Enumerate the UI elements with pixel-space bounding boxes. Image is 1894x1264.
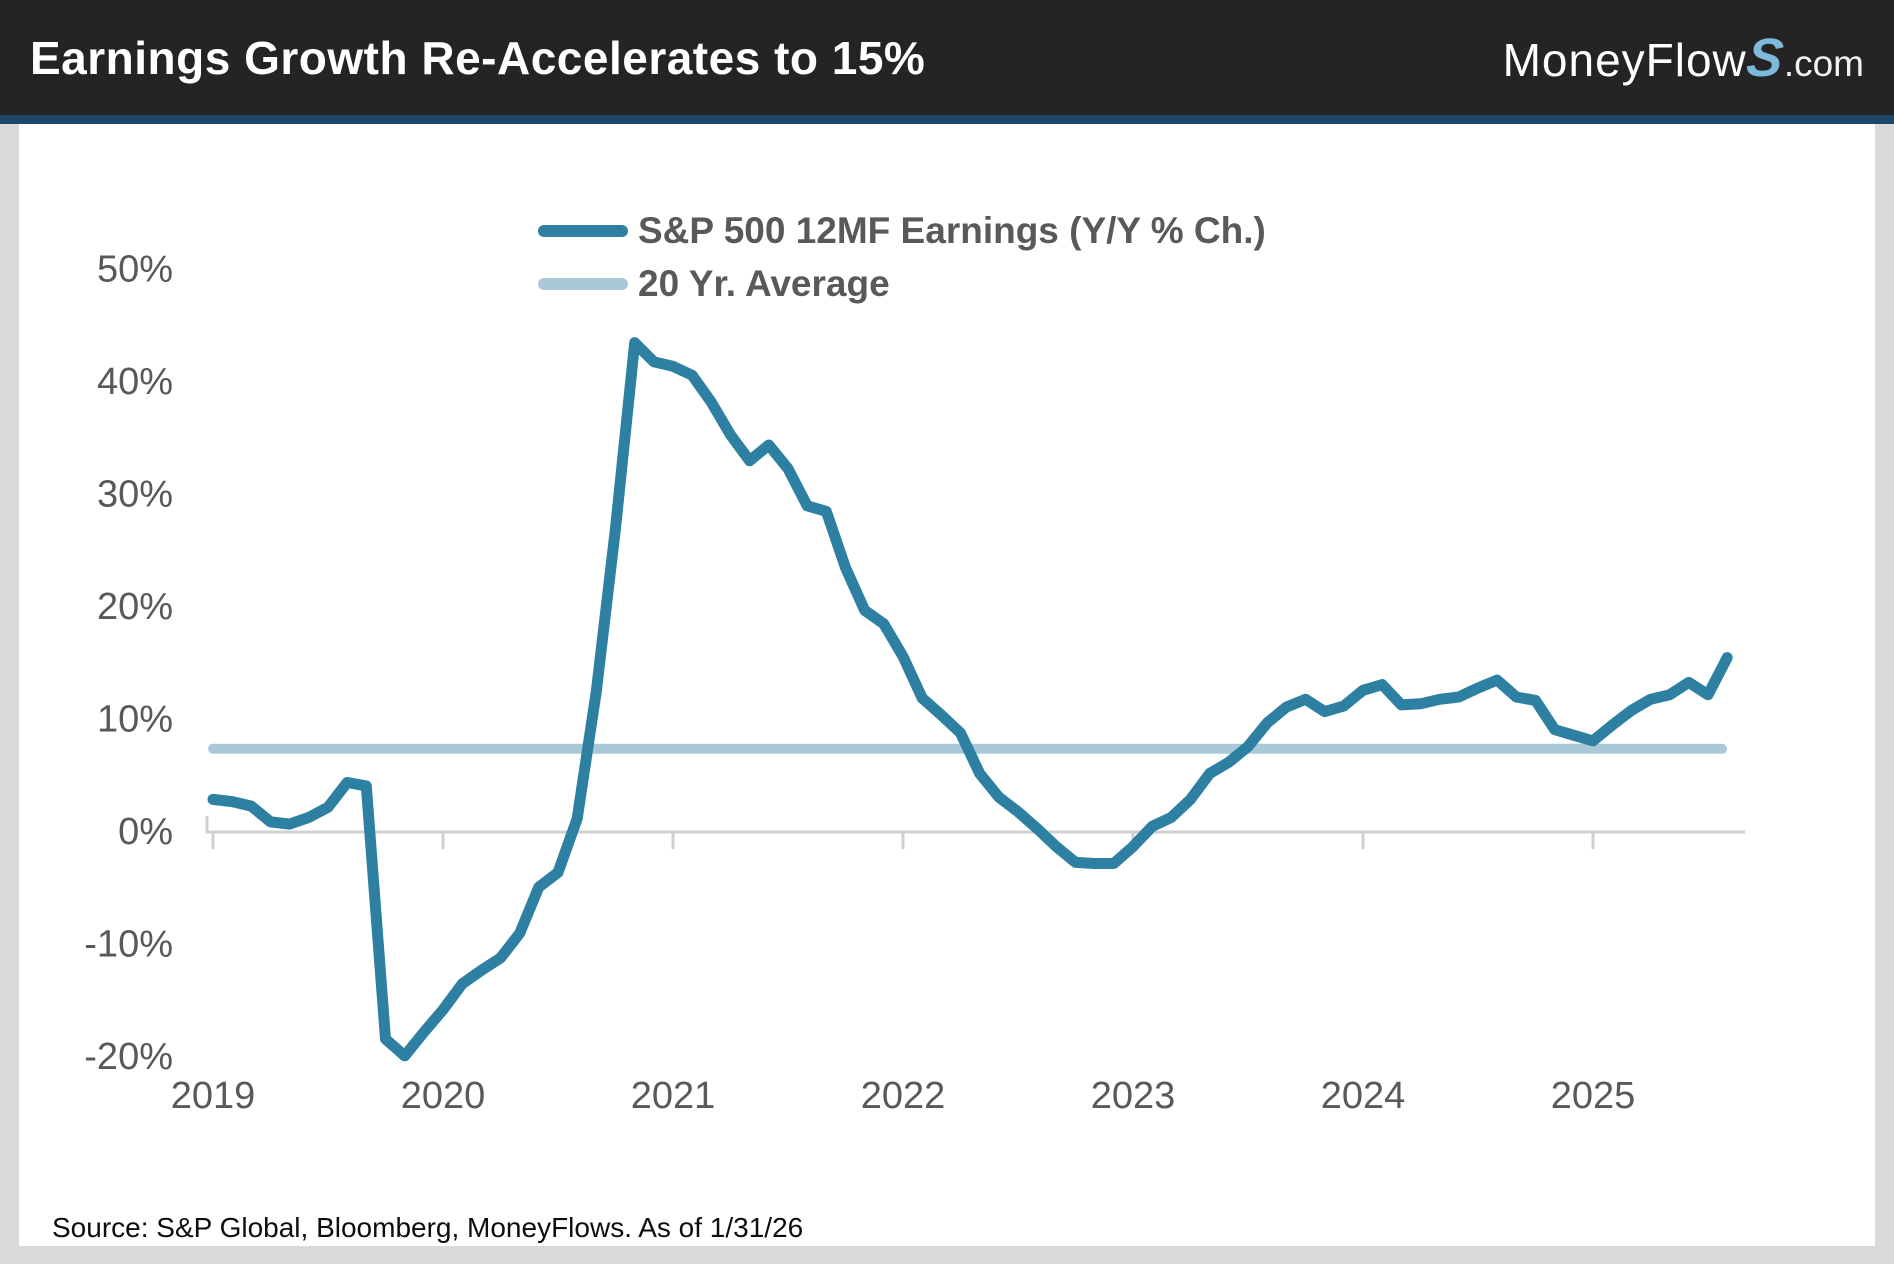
y-tick-label: -10% xyxy=(84,924,173,966)
y-tick-label: 10% xyxy=(97,699,173,741)
x-tick-label: 2024 xyxy=(1321,1075,1406,1117)
legend-item-average: 20 Yr. Average xyxy=(538,263,1266,305)
x-tick-label: 2020 xyxy=(401,1075,486,1117)
y-tick-label: 30% xyxy=(97,474,173,516)
y-tick-label: 40% xyxy=(97,361,173,403)
x-tick-label: 2022 xyxy=(861,1075,946,1117)
x-tick-label: 2025 xyxy=(1551,1075,1636,1117)
moneyflows-logo: MoneyFlow S .com xyxy=(1503,27,1864,89)
y-tick-label: 0% xyxy=(118,811,173,853)
legend-label-average: 20 Yr. Average xyxy=(638,263,890,304)
earnings-line xyxy=(207,337,1733,1062)
logo-suffix: .com xyxy=(1783,42,1864,84)
x-tick-label: 2019 xyxy=(171,1075,256,1117)
x-tick-label: 2023 xyxy=(1091,1075,1176,1117)
chart-panel xyxy=(19,124,1875,1246)
legend-label-earnings: S&P 500 12MF Earnings (Y/Y % Ch.) xyxy=(638,210,1266,251)
logo-wordmark: MoneyFlow xyxy=(1502,33,1747,86)
x-tick-label: 2021 xyxy=(631,1075,716,1117)
y-tick-label: 20% xyxy=(97,586,173,628)
x-axis-line xyxy=(205,816,1745,834)
header-accent-strip xyxy=(0,115,1894,124)
legend-swatch-earnings-line xyxy=(538,225,628,237)
y-tick-label: -20% xyxy=(84,1036,173,1078)
page-title: Earnings Growth Re-Accelerates to 15% xyxy=(30,31,926,84)
legend-item-earnings: S&P 500 12MF Earnings (Y/Y % Ch.) xyxy=(538,210,1266,252)
legend-swatch-average-line xyxy=(538,278,628,290)
header-bar: Earnings Growth Re-Accelerates to 15% Mo… xyxy=(0,0,1894,115)
y-tick-label: 50% xyxy=(97,249,173,291)
source-note: Source: S&P Global, Bloomberg, MoneyFlow… xyxy=(52,1212,804,1243)
chart-legend: S&P 500 12MF Earnings (Y/Y % Ch.) 20 Yr.… xyxy=(538,210,1266,305)
